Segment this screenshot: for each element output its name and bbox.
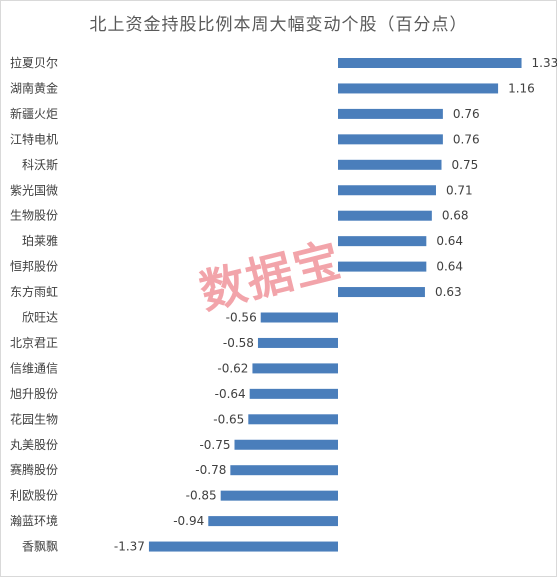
category-label: 江特电机 <box>10 131 58 146</box>
bar <box>338 108 443 119</box>
category-label: 北京君正 <box>10 336 58 350</box>
category-labels: 拉夏贝尔湖南黄金新疆火炬江特电机科沃斯紫光国微生物股份珀莱雅恒邦股份东方雨虹欣旺… <box>10 55 58 554</box>
value-label: -0.94 <box>173 514 204 528</box>
bar <box>220 490 338 501</box>
bar <box>338 261 427 272</box>
value-label: -0.56 <box>226 311 257 325</box>
bar <box>148 541 338 552</box>
category-label: 珀莱雅 <box>22 233 58 248</box>
category-label: 新疆火炬 <box>10 106 58 121</box>
bar <box>248 414 338 425</box>
value-label: 0.71 <box>446 183 473 197</box>
value-label: -0.78 <box>195 463 226 477</box>
bar <box>338 134 443 145</box>
value-labels: 1.33 1.16 0.76 0.76 0.75 0.71 0.68 0.64 0.64 0.63… <box>114 56 557 554</box>
category-label: 紫光国微 <box>10 183 58 197</box>
bar <box>208 516 338 527</box>
bar <box>338 210 432 221</box>
value-label: -0.64 <box>215 387 246 401</box>
category-label: 恒邦股份 <box>10 260 58 274</box>
bar <box>257 337 338 348</box>
bar <box>338 185 436 196</box>
value-label: 0.75 <box>452 158 479 172</box>
value-label: 0.63 <box>435 285 462 299</box>
bar <box>338 58 522 68</box>
value-label: 0.76 <box>453 132 480 146</box>
category-label: 旭升股份 <box>10 387 58 401</box>
category-label: 香飘飘 <box>22 540 58 554</box>
value-label: -0.58 <box>223 336 254 350</box>
value-label: 1.16 <box>508 81 535 95</box>
bar <box>338 83 499 94</box>
value-label: -0.85 <box>186 489 217 503</box>
category-label: 瀚蓝环境 <box>10 513 58 528</box>
bar <box>260 312 338 323</box>
bar <box>230 465 338 476</box>
category-label: 湖南黄金 <box>10 80 58 95</box>
bar <box>338 287 425 298</box>
bar <box>252 363 338 374</box>
category-label: 信维通信 <box>10 361 58 375</box>
category-label: 欣旺达 <box>22 311 58 325</box>
category-label: 科沃斯 <box>22 158 58 172</box>
category-label: 花园生物 <box>10 411 58 426</box>
bar <box>338 159 442 170</box>
category-label: 生物股份 <box>10 209 58 223</box>
category-label: 东方雨虹 <box>10 284 58 299</box>
bar <box>249 388 338 399</box>
category-label: 丸美股份 <box>10 438 58 452</box>
value-label: 0.68 <box>442 209 469 223</box>
chart-title: 北上资金持股比例本周大幅变动个股（百分点） <box>89 15 468 35</box>
value-label: -0.62 <box>217 361 248 375</box>
value-label: -1.37 <box>114 540 145 554</box>
category-label: 赛腾股份 <box>10 462 58 477</box>
value-label: -0.65 <box>213 412 244 426</box>
value-label: -0.75 <box>199 438 230 452</box>
bar <box>338 236 427 247</box>
bar <box>234 439 338 450</box>
value-label: 0.76 <box>453 107 480 121</box>
category-label: 拉夏贝尔 <box>10 55 58 70</box>
value-label: 0.64 <box>436 234 463 248</box>
category-label: 利欧股份 <box>10 489 58 503</box>
value-label: 1.33 <box>532 56 557 70</box>
value-label: 0.64 <box>436 260 463 274</box>
bars <box>148 58 522 552</box>
